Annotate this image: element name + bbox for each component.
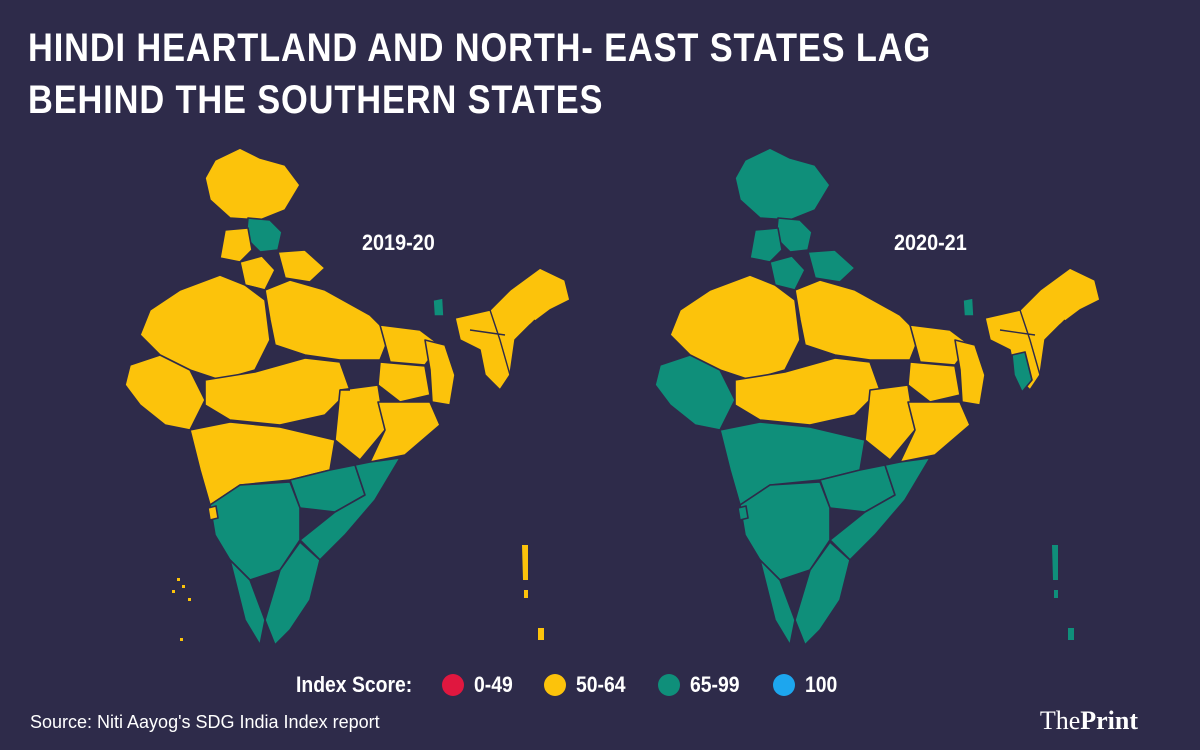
region-wb [424, 339, 456, 406]
region-northeast [454, 267, 571, 391]
andaman-islands [522, 545, 544, 640]
legend-item-0-49: 0-49 [442, 672, 518, 698]
region-mp [204, 357, 351, 426]
region-up [794, 279, 921, 361]
legend: Index Score: 0-49 50-64 65-99 100 [296, 670, 867, 700]
brand-part2: Print [1080, 706, 1138, 735]
legend-item-100: 100 [772, 672, 842, 698]
page-title: HINDI HEARTLAND AND NORTH- EAST STATES L… [28, 26, 932, 122]
lakshadweep-islands [172, 578, 191, 641]
region-haryana [239, 255, 276, 291]
region-jk [734, 147, 831, 221]
region-northeast [984, 267, 1101, 391]
region-jharkhand [377, 361, 431, 403]
region-rajasthan [669, 274, 801, 381]
region-sikkim [962, 297, 975, 317]
year-label-2020-21: 2020-21 [894, 230, 967, 255]
legend-item-65-99: 65-99 [658, 672, 746, 698]
region-chhattisgarh [334, 384, 386, 461]
region-up [264, 279, 391, 361]
region-tamilnadu [794, 541, 851, 646]
region-mizoram [1011, 351, 1033, 393]
region-odisha [369, 401, 441, 463]
legend-swatch-green [658, 674, 681, 696]
brand-part1: The [1039, 706, 1081, 735]
region-andhra [829, 457, 931, 561]
andaman-islands [1052, 545, 1074, 640]
legend-range: 50-64 [576, 672, 626, 697]
region-kerala [229, 559, 266, 646]
brand-logo: ThePrint [1040, 706, 1138, 736]
region-punjab [219, 227, 253, 263]
region-goa [737, 505, 749, 521]
legend-range: 100 [804, 672, 837, 697]
legend-swatch-red [442, 674, 465, 696]
region-jk [204, 147, 301, 221]
region-mp [734, 357, 881, 426]
region-tamilnadu [264, 541, 321, 646]
legend-swatch-blue [772, 674, 795, 696]
india-map-2019-20 [110, 140, 590, 660]
region-kerala [759, 559, 796, 646]
region-uttarakhand [807, 249, 856, 283]
region-haryana [769, 255, 806, 291]
region-uttarakhand [277, 249, 326, 283]
map-svg-right [654, 147, 1101, 646]
region-jharkhand [907, 361, 961, 403]
legend-title: Index Score: [296, 672, 413, 697]
region-wb [954, 339, 986, 406]
region-punjab [749, 227, 783, 263]
region-chhattisgarh [864, 384, 916, 461]
legend-range: 0-49 [474, 672, 513, 697]
region-rajasthan [139, 274, 271, 381]
legend-swatch-yellow [544, 674, 567, 696]
legend-item-50-64: 50-64 [544, 672, 632, 698]
region-goa [207, 505, 219, 521]
region-andhra [299, 457, 401, 561]
source-note: Source: Niti Aayog's SDG India Index rep… [30, 712, 380, 732]
india-map-2020-21 [640, 140, 1120, 660]
map-svg-left [124, 147, 571, 646]
legend-range: 65-99 [690, 672, 740, 697]
year-label-2019-20: 2019-20 [362, 230, 435, 255]
region-sikkim [432, 297, 445, 317]
region-odisha [899, 401, 971, 463]
